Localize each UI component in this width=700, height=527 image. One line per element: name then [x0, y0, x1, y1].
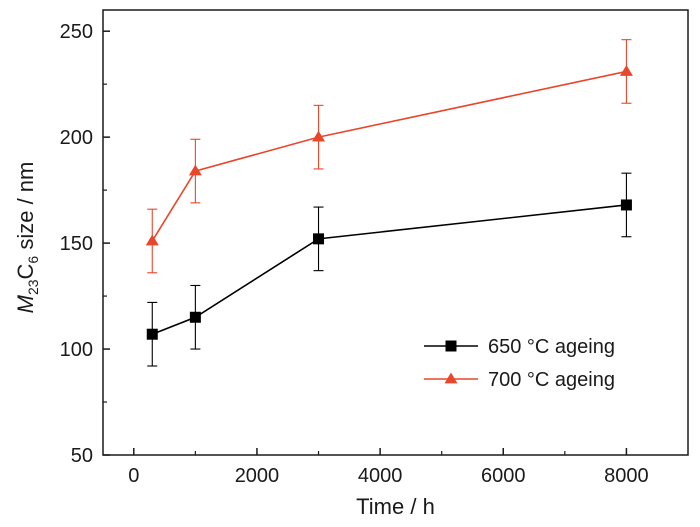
series-2: [145, 39, 633, 274]
legend-label: 700 °C ageing: [488, 369, 615, 391]
y-tick-label: 200: [60, 127, 93, 149]
x-tick-label: 8000: [604, 465, 649, 487]
y-tick-label: 250: [60, 21, 93, 43]
legend-marker: [445, 340, 457, 352]
y-tick-label: 50: [71, 445, 93, 467]
x-tick-label: 2000: [235, 465, 280, 487]
series-1: [146, 172, 632, 367]
data-point: [312, 130, 326, 142]
data-point: [145, 234, 159, 246]
x-axis-label: Time / h: [356, 494, 435, 519]
data-point: [189, 311, 201, 323]
plot-frame: [102, 9, 689, 456]
series-line: [151, 70, 627, 242]
legend: 650 °C ageing 700 °C ageing: [424, 336, 615, 391]
data-point: [620, 199, 632, 211]
y-tick-label: 100: [60, 339, 93, 361]
data-point: [188, 164, 202, 176]
series-line: [151, 204, 627, 335]
data-point: [146, 328, 158, 340]
data-point: [619, 64, 633, 76]
y-axis-label: M23C6 size / nm: [13, 162, 41, 314]
data-point: [313, 233, 325, 245]
y-tick-label: 150: [60, 233, 93, 255]
x-tick-label: 0: [128, 465, 139, 487]
legend-label: 650 °C ageing: [488, 336, 615, 358]
x-tick-label: 6000: [481, 465, 526, 487]
legend-marker: [444, 372, 458, 384]
x-tick-label: 4000: [358, 465, 403, 487]
